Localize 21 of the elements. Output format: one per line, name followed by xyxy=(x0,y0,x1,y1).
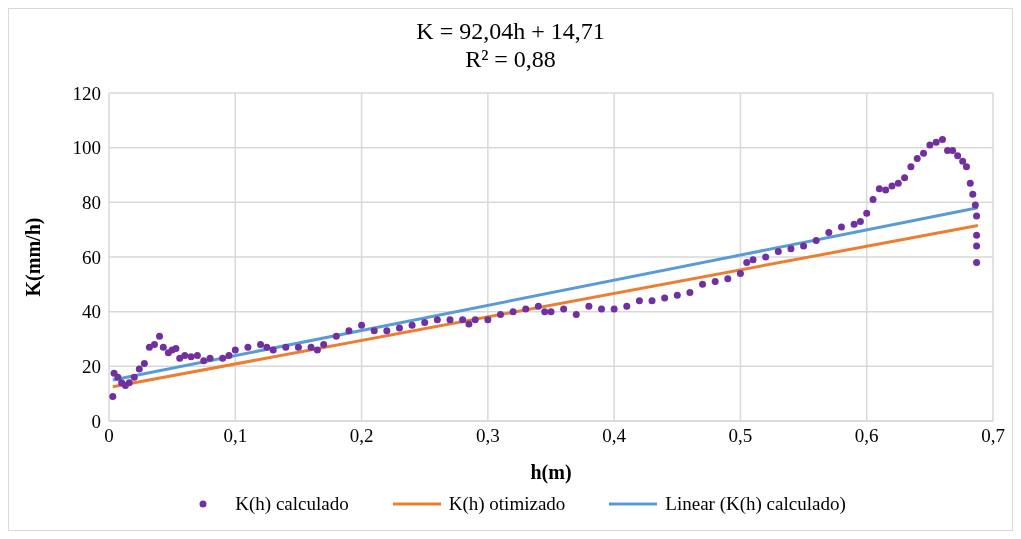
y-tick-label: 120 xyxy=(72,82,101,104)
x-tick-label: 0,5 xyxy=(728,425,753,447)
legend-label: K(h) calculado xyxy=(235,493,349,515)
legend-label: Linear (K(h) calculado) xyxy=(665,493,846,515)
chart-subtitle: R² = 0,88 xyxy=(464,45,557,73)
y-tick-label: 100 xyxy=(72,137,101,159)
y-axis-title: K(mm/h) xyxy=(22,217,46,297)
x-axis-title: h(m) xyxy=(530,461,572,484)
y-tick-label: 20 xyxy=(82,356,101,378)
x-tick-label: 0,3 xyxy=(475,425,500,447)
x-tick-label: 0,7 xyxy=(981,425,1005,447)
x-tick-label: 0,2 xyxy=(349,425,374,447)
y-tick-label: 40 xyxy=(82,301,101,323)
x-tick-label: 0,4 xyxy=(602,425,627,447)
legend-label: K(h) otimizado xyxy=(448,493,566,515)
y-tick-label: 0 xyxy=(91,410,101,432)
y-tick-label: 80 xyxy=(82,192,101,214)
x-tick-label: 0,6 xyxy=(854,425,879,447)
chart-title: K = 92,04h + 14,71 xyxy=(415,17,606,45)
y-tick-label: 60 xyxy=(82,246,101,268)
x-tick-label: 0,1 xyxy=(223,425,248,447)
